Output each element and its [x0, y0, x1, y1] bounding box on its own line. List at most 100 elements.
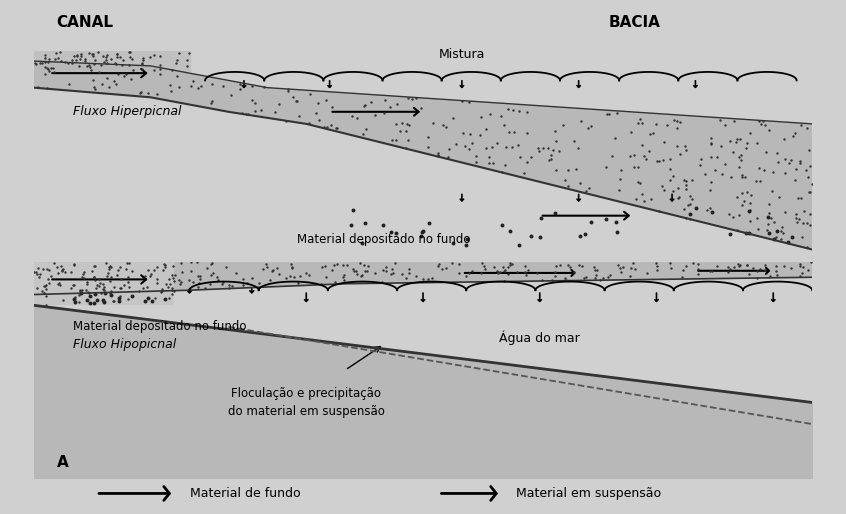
Point	[552, 147, 566, 155]
Point	[91, 48, 104, 56]
Point	[585, 122, 598, 130]
Point	[198, 284, 212, 292]
Point	[667, 187, 680, 195]
Point	[767, 235, 781, 243]
Point	[486, 159, 500, 168]
Point	[710, 153, 723, 161]
Point	[562, 182, 575, 190]
Point	[155, 287, 168, 296]
Point	[92, 274, 106, 283]
Point	[794, 121, 808, 129]
Point	[281, 87, 294, 95]
FancyBboxPatch shape	[34, 51, 812, 293]
Point	[337, 261, 350, 269]
Point	[173, 280, 187, 288]
Point	[42, 66, 56, 75]
Point	[705, 208, 718, 216]
Point	[88, 290, 102, 299]
Point	[722, 210, 736, 218]
Point	[754, 120, 767, 128]
Point	[558, 273, 572, 282]
Point	[684, 200, 697, 209]
Point	[173, 276, 186, 284]
Point	[514, 153, 527, 161]
Point	[123, 52, 136, 61]
Point	[503, 261, 517, 269]
Point	[743, 128, 756, 137]
Point	[144, 270, 157, 278]
Point	[740, 188, 754, 196]
Point	[399, 127, 413, 136]
Point	[135, 65, 149, 74]
Point	[50, 48, 63, 57]
Point	[39, 301, 52, 309]
Point	[37, 289, 51, 297]
Point	[762, 200, 776, 208]
Point	[792, 215, 805, 223]
Point	[635, 119, 649, 127]
Point	[205, 260, 218, 268]
Point	[761, 213, 775, 221]
Point	[320, 96, 333, 104]
Point	[610, 217, 624, 226]
Point	[163, 280, 177, 288]
Point	[193, 272, 206, 280]
Point	[769, 232, 783, 241]
Point	[590, 271, 603, 279]
Point	[41, 276, 55, 284]
Point	[610, 227, 624, 235]
Point	[421, 276, 435, 284]
Point	[88, 57, 102, 65]
Point	[115, 61, 129, 69]
Point	[774, 227, 788, 235]
Point	[575, 262, 589, 270]
Point	[442, 145, 456, 154]
Point	[204, 270, 217, 279]
Point	[776, 223, 789, 231]
Point	[691, 264, 705, 272]
Point	[36, 265, 50, 273]
Point	[693, 161, 706, 169]
Point	[104, 273, 118, 281]
Point	[245, 274, 259, 282]
Point	[635, 140, 649, 149]
Point	[459, 272, 473, 280]
Point	[158, 263, 172, 271]
Point	[803, 188, 816, 196]
Point	[766, 168, 780, 176]
Point	[32, 273, 46, 281]
Point	[44, 64, 58, 72]
Point	[357, 261, 371, 269]
Point	[799, 218, 813, 227]
Point	[53, 281, 67, 289]
Point	[38, 54, 52, 62]
Point	[679, 180, 693, 189]
Point	[670, 142, 684, 151]
Point	[39, 281, 52, 289]
Point	[613, 264, 627, 272]
Point	[758, 266, 772, 274]
Point	[503, 227, 517, 235]
Point	[204, 280, 217, 288]
Point	[90, 296, 103, 304]
Point	[286, 93, 299, 101]
Point	[123, 259, 136, 267]
Point	[95, 289, 108, 297]
Point	[765, 213, 778, 222]
Point	[788, 214, 802, 223]
Point	[510, 268, 524, 277]
Point	[54, 57, 68, 65]
Point	[97, 58, 111, 66]
Point	[186, 278, 200, 286]
Text: Material depositado no fundo: Material depositado no fundo	[73, 320, 246, 334]
Point	[383, 103, 397, 112]
Point	[368, 269, 382, 277]
Point	[135, 60, 149, 68]
Point	[804, 210, 817, 218]
Point	[85, 50, 99, 58]
Point	[567, 137, 580, 145]
Point	[480, 125, 493, 134]
Point	[47, 259, 61, 267]
Point	[762, 229, 776, 237]
Point	[441, 153, 454, 161]
